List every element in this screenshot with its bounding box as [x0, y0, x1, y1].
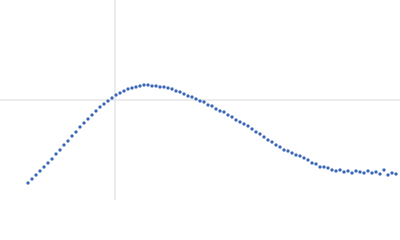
point [238, 120, 242, 124]
point [314, 162, 318, 166]
point [254, 130, 258, 134]
point [38, 169, 42, 173]
point [186, 94, 190, 98]
point [78, 125, 82, 129]
point [346, 169, 350, 173]
point [230, 115, 234, 119]
point [30, 177, 34, 181]
point [98, 105, 102, 109]
point [210, 104, 214, 108]
point [338, 168, 342, 172]
point [58, 148, 62, 152]
point [310, 161, 314, 165]
point [350, 171, 354, 175]
point [218, 109, 222, 113]
point [394, 172, 398, 176]
point [86, 117, 90, 121]
point [306, 158, 310, 162]
point [282, 148, 286, 152]
point [374, 170, 378, 174]
point [130, 86, 134, 90]
point [294, 153, 298, 157]
point [250, 127, 254, 131]
point [222, 110, 226, 114]
point [202, 100, 206, 104]
point [322, 165, 326, 169]
point [382, 168, 386, 172]
point [354, 169, 358, 173]
point [42, 165, 46, 169]
point [82, 121, 86, 125]
page: {"chart_data": {"type": "scatter", "x": … [0, 0, 400, 200]
point [46, 161, 50, 165]
point [334, 169, 338, 173]
point [126, 87, 130, 91]
point [154, 84, 158, 88]
point [146, 83, 150, 87]
point [286, 149, 290, 153]
point [370, 171, 374, 175]
point [114, 93, 118, 97]
point [118, 91, 122, 95]
point [174, 89, 178, 93]
point [54, 152, 58, 156]
point [378, 172, 382, 176]
point [182, 92, 186, 96]
point [150, 84, 154, 88]
point [66, 139, 70, 143]
point [50, 157, 54, 161]
point [318, 165, 322, 169]
point [122, 89, 126, 93]
point [90, 113, 94, 117]
point [198, 99, 202, 103]
point [274, 143, 278, 147]
point [386, 173, 390, 177]
point [330, 168, 334, 172]
point [74, 130, 78, 134]
point [342, 170, 346, 174]
point [242, 122, 246, 126]
point [162, 85, 166, 89]
point [138, 84, 142, 88]
point [110, 96, 114, 100]
point [142, 83, 146, 87]
point [362, 171, 366, 175]
point [34, 173, 38, 177]
point [258, 132, 262, 136]
point [70, 134, 74, 138]
point [170, 87, 174, 91]
point [266, 138, 270, 142]
point [270, 140, 274, 144]
point [26, 181, 30, 185]
point [106, 99, 110, 103]
point [390, 171, 394, 175]
point [178, 90, 182, 94]
point [298, 154, 302, 158]
point [158, 85, 162, 89]
point [206, 103, 210, 107]
chart [0, 0, 400, 200]
point [62, 143, 66, 147]
point [194, 97, 198, 101]
point [302, 156, 306, 160]
point [278, 145, 282, 149]
point [262, 135, 266, 139]
point [358, 170, 362, 174]
point [366, 169, 370, 173]
point [234, 118, 238, 122]
point [226, 113, 230, 117]
point [190, 95, 194, 99]
point [290, 151, 294, 155]
point [102, 102, 106, 106]
point [326, 166, 330, 170]
point [94, 109, 98, 113]
point [246, 124, 250, 128]
point [214, 107, 218, 111]
point [166, 86, 170, 90]
point [134, 85, 138, 89]
